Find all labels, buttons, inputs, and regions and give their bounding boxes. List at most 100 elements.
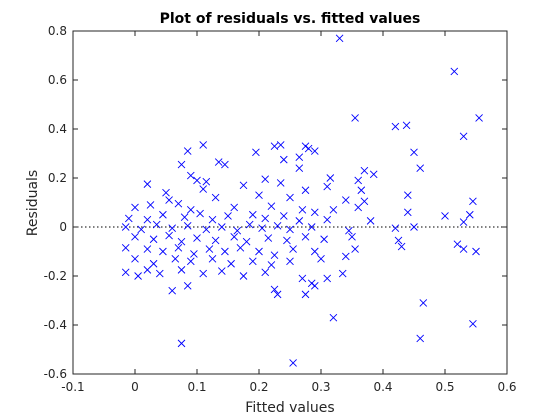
y-tick-label: 0.6 [48, 73, 67, 87]
residual-point [196, 209, 204, 218]
residual-point [143, 180, 152, 188]
residual-point [289, 359, 297, 367]
residual-point [239, 181, 248, 190]
residual-point [475, 114, 483, 122]
residual-point [301, 290, 310, 299]
residual-point [354, 176, 363, 185]
residual-point [131, 203, 139, 212]
residual-point [279, 212, 288, 220]
residual-point [205, 245, 214, 253]
residual-point [217, 223, 226, 231]
x-tick-label: 0.4 [373, 380, 392, 394]
residual-point [273, 221, 282, 230]
residual-point [233, 226, 242, 235]
residual-point [276, 179, 285, 187]
residual-point [416, 334, 425, 343]
residual-point [394, 236, 403, 245]
residual-point [283, 236, 291, 245]
residual-point [221, 160, 229, 169]
data-points-group [121, 34, 483, 367]
residual-point [208, 255, 217, 263]
residual-point [403, 208, 412, 217]
residual-point [174, 199, 183, 208]
residual-point [459, 245, 468, 253]
residual-point [190, 250, 198, 258]
residual-point [410, 148, 418, 157]
residual-point [124, 214, 133, 223]
residual-point [199, 141, 208, 149]
residual-point [121, 223, 130, 231]
y-tick-label: -0.4 [44, 318, 67, 332]
residual-point [295, 217, 304, 225]
residual-point [149, 259, 158, 268]
plot-area-frame [72, 30, 508, 375]
residual-point [239, 272, 248, 280]
residual-point [335, 34, 344, 43]
residual-point [221, 247, 229, 256]
residual-point [286, 225, 294, 234]
x-tick-label: 0.6 [497, 380, 516, 394]
residual-point [341, 196, 350, 204]
residual-point [397, 242, 406, 251]
residual-point [469, 197, 477, 206]
residual-point [469, 319, 477, 328]
residual-point [131, 232, 139, 241]
residual-point [261, 214, 270, 223]
chart-title: Plot of residuals vs. fitted values [160, 11, 421, 27]
y-tick-label: 0 [59, 220, 67, 234]
residual-point [199, 185, 208, 193]
residual-point [307, 223, 316, 231]
residual-point [214, 158, 223, 166]
y-tick-label: 0.8 [48, 24, 67, 38]
residual-point [298, 274, 307, 283]
residual-point [391, 122, 400, 131]
residual-point [137, 225, 146, 234]
residual-point [159, 210, 167, 219]
residual-point [258, 224, 266, 233]
residual-point [286, 193, 294, 202]
residual-point [310, 147, 319, 155]
residual-point [441, 212, 449, 220]
residual-point [248, 210, 257, 219]
residual-point [410, 223, 418, 231]
residual-point [270, 285, 279, 294]
x-tick-label: -0.1 [61, 380, 84, 394]
residual-point [131, 255, 139, 263]
residual-point [369, 170, 378, 179]
residual-point [289, 245, 297, 253]
y-tick-label: -0.2 [44, 269, 67, 283]
residual-point [155, 269, 164, 278]
residual-point [323, 182, 332, 191]
residual-point [183, 221, 192, 230]
residual-point [304, 144, 313, 153]
residual-point [171, 255, 180, 263]
x-axis-label: Fitted values [245, 400, 334, 416]
residual-point [402, 121, 411, 130]
residual-point [146, 201, 155, 209]
residual-point [360, 166, 369, 175]
residual-point [459, 218, 468, 226]
residual-point [465, 210, 474, 219]
residual-point [245, 220, 254, 229]
residual-point [168, 286, 177, 295]
residual-point [326, 174, 335, 182]
x-tick-label: 0 [131, 380, 139, 394]
residual-point [165, 231, 173, 240]
residual-point [159, 247, 167, 256]
residual-point [267, 261, 276, 269]
residual-point [121, 268, 130, 277]
residual-point [177, 339, 186, 348]
residual-point [186, 171, 195, 180]
residual-point [351, 114, 359, 122]
residual-point [267, 202, 276, 210]
residual-point [217, 267, 226, 275]
residual-point [310, 247, 319, 256]
y-tick-label: 0.2 [48, 171, 67, 185]
residual-point [143, 245, 152, 253]
residual-point [252, 148, 260, 157]
x-tick-label: 0.2 [249, 380, 268, 394]
residual-point [345, 226, 353, 235]
residual-point [348, 232, 356, 241]
residual-point [416, 164, 425, 173]
